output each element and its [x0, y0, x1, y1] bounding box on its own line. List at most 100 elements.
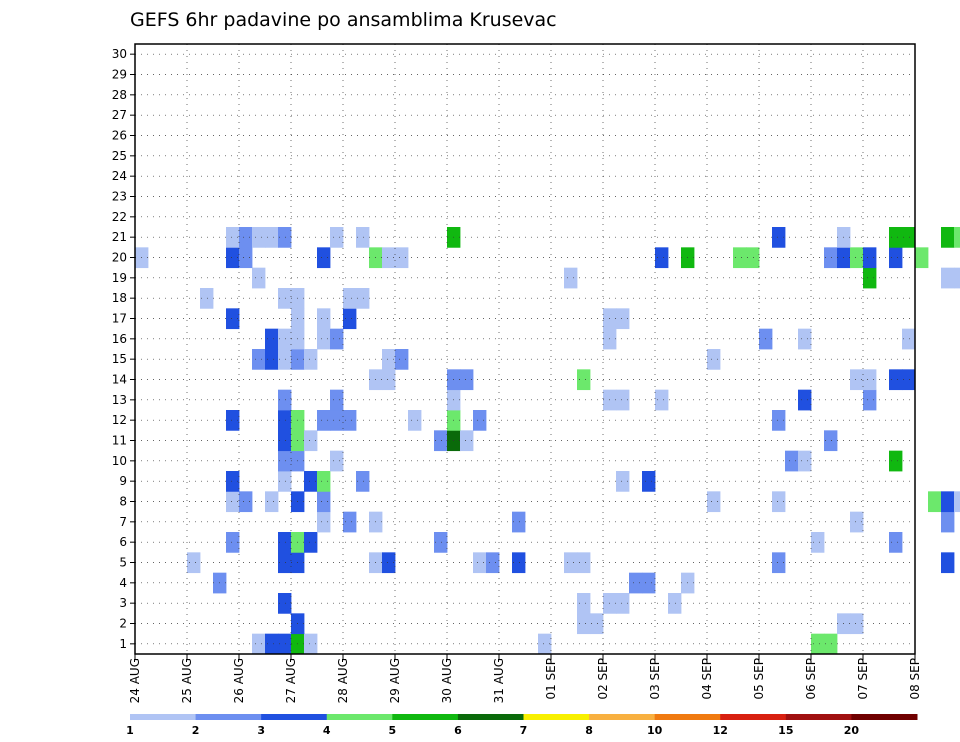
precip-cell: [278, 288, 292, 309]
precip-cell: [278, 471, 292, 492]
precip-cell: [850, 613, 864, 635]
precip-cell: [941, 552, 955, 574]
precip-cell: [941, 267, 955, 289]
precip-cell: [330, 450, 344, 472]
precip-cell: [226, 532, 240, 553]
colorbar-swatch: [523, 714, 590, 720]
precip-cell: [265, 633, 279, 655]
precip-cell: [616, 593, 630, 614]
precip-cell: [616, 471, 630, 492]
precip-cell: [486, 552, 500, 574]
precip-cell: [252, 267, 266, 289]
precip-cell: [226, 227, 240, 248]
precip-cell: [343, 511, 357, 533]
precip-cell: [343, 308, 357, 330]
precip-cell: [278, 450, 292, 472]
precip-cell: [278, 430, 292, 452]
y-tick-label: 23: [112, 190, 127, 204]
precip-cell: [395, 247, 409, 269]
precip-cell: [382, 247, 396, 269]
grid-lines: [134, 44, 916, 654]
precip-cell: [278, 389, 292, 411]
x-tick-label: 24 AUG: [128, 658, 142, 703]
precip-cell: [655, 247, 669, 269]
x-tick-label: 02 SEP: [596, 658, 610, 700]
precip-cell: [226, 471, 240, 492]
precip-cell: [577, 613, 591, 635]
precip-cell: [928, 491, 942, 513]
precip-cell: [356, 288, 370, 309]
colorbar-swatch: [392, 714, 459, 720]
precip-cell: [733, 247, 747, 269]
y-tick-label: 2: [119, 617, 127, 631]
x-tick-label: 05 SEP: [752, 658, 766, 700]
precip-cell: [330, 227, 344, 248]
precip-cell: [343, 410, 357, 431]
colorbar-label: 15: [778, 724, 793, 737]
plot-frame: [134, 43, 916, 655]
x-tick-label: 28 AUG: [336, 658, 350, 703]
y-tick-label: 29: [112, 68, 127, 82]
precip-cell: [278, 328, 292, 350]
precip-cell: [642, 471, 656, 492]
colorbar-label: 10: [647, 724, 663, 737]
x-tick-label: 27 AUG: [284, 658, 298, 703]
precip-cell: [785, 450, 799, 472]
precip-cell: [304, 471, 318, 492]
x-tick-label: 07 SEP: [856, 658, 870, 700]
precip-cell: [746, 247, 760, 269]
precip-cell: [460, 369, 474, 391]
x-axis-date-labels: 24 AUG 25 AUG 26 AUG 27 AUG 28 AUG 29 AUG 30 A…: [128, 654, 922, 703]
precip-cell: [434, 532, 448, 553]
precip-cell: [941, 227, 955, 248]
precip-cell: [265, 227, 279, 248]
precip-cell: [265, 349, 279, 370]
precip-cell: [226, 247, 240, 269]
x-tick-label: 29 AUG: [388, 658, 402, 703]
precip-cell: [317, 491, 331, 513]
colorbar-label: 6: [454, 724, 462, 737]
precip-cell: [317, 247, 331, 269]
precip-cell: [902, 369, 916, 391]
colorbar-label: 2: [192, 724, 200, 737]
precip-cell: [915, 247, 929, 269]
precip-cell: [811, 633, 825, 655]
precip-cell: [226, 308, 240, 330]
precip-cell: [278, 227, 292, 248]
colorbar-label: 12: [713, 724, 728, 737]
y-tick-label: 28: [112, 88, 127, 102]
colorbar-swatch: [130, 714, 197, 720]
precip-cell: [239, 227, 253, 248]
precip-cell: [889, 450, 903, 472]
precip-cell: [863, 389, 877, 411]
precip-cell: [889, 532, 903, 553]
precip-cell: [889, 247, 903, 269]
y-tick-label: 19: [112, 271, 127, 285]
precip-cell: [889, 227, 903, 248]
chart-title: GEFS 6hr padavine po ansamblima Krusevac: [130, 9, 557, 31]
x-tick-label: 06 SEP: [804, 658, 818, 700]
precip-cell: [941, 491, 955, 513]
y-tick-label: 22: [112, 210, 127, 224]
precip-cell: [798, 328, 812, 350]
precip-cell: [278, 593, 292, 614]
precip-cell: [616, 389, 630, 411]
colorbar-label: 3: [257, 724, 265, 737]
precip-cell: [187, 552, 201, 574]
precip-cell: [356, 471, 370, 492]
precip-cell: [863, 267, 877, 289]
y-tick-label: 7: [119, 515, 127, 529]
precip-cell: [317, 471, 331, 492]
precip-cell: [356, 227, 370, 248]
colorbar-swatch: [261, 714, 328, 720]
colorbar-label: 8: [585, 724, 593, 737]
precip-cell: [642, 572, 656, 594]
y-tick-label: 14: [112, 373, 127, 387]
precip-cell: [317, 328, 331, 350]
y-tick-label: 21: [112, 230, 127, 244]
precip-cell: [252, 633, 266, 655]
x-tick-label: 30 AUG: [440, 658, 454, 703]
precip-cell: [226, 410, 240, 431]
y-tick-label: 9: [119, 474, 127, 488]
y-tick-label: 27: [112, 108, 127, 122]
